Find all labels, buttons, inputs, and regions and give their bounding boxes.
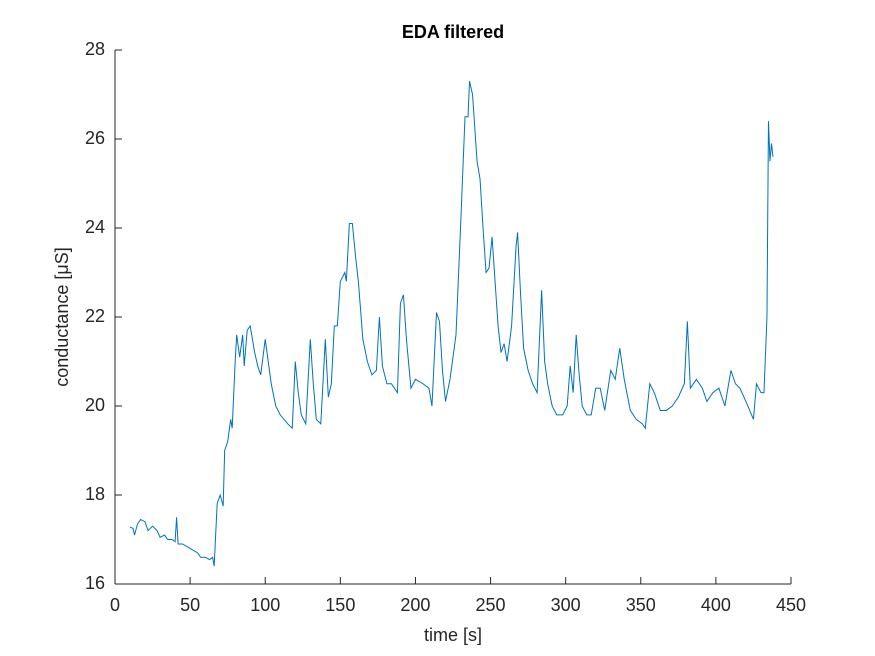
y-tick-label: 16 [85, 573, 105, 593]
y-tick-label: 24 [85, 217, 105, 237]
x-tick-label: 300 [551, 595, 581, 615]
y-tick-label: 22 [85, 306, 105, 326]
y-tick-label: 26 [85, 128, 105, 148]
x-axis-label: time [s] [424, 625, 482, 645]
x-tick-label: 200 [400, 595, 430, 615]
x-tick-label: 350 [626, 595, 656, 615]
x-tick-label: 450 [776, 595, 806, 615]
x-tick-label: 100 [250, 595, 280, 615]
x-tick-label: 0 [110, 595, 120, 615]
y-tick-label: 18 [85, 484, 105, 504]
data-line [129, 81, 774, 567]
y-tick-label: 20 [85, 395, 105, 415]
y-tick-label: 28 [85, 39, 105, 59]
x-tick-label: 50 [180, 595, 200, 615]
x-tick-label: 250 [476, 595, 506, 615]
x-tick-label: 150 [325, 595, 355, 615]
chart-title: EDA filtered [402, 22, 504, 42]
y-axis-label: conductance [μS] [52, 247, 72, 386]
x-tick-label: 400 [701, 595, 731, 615]
